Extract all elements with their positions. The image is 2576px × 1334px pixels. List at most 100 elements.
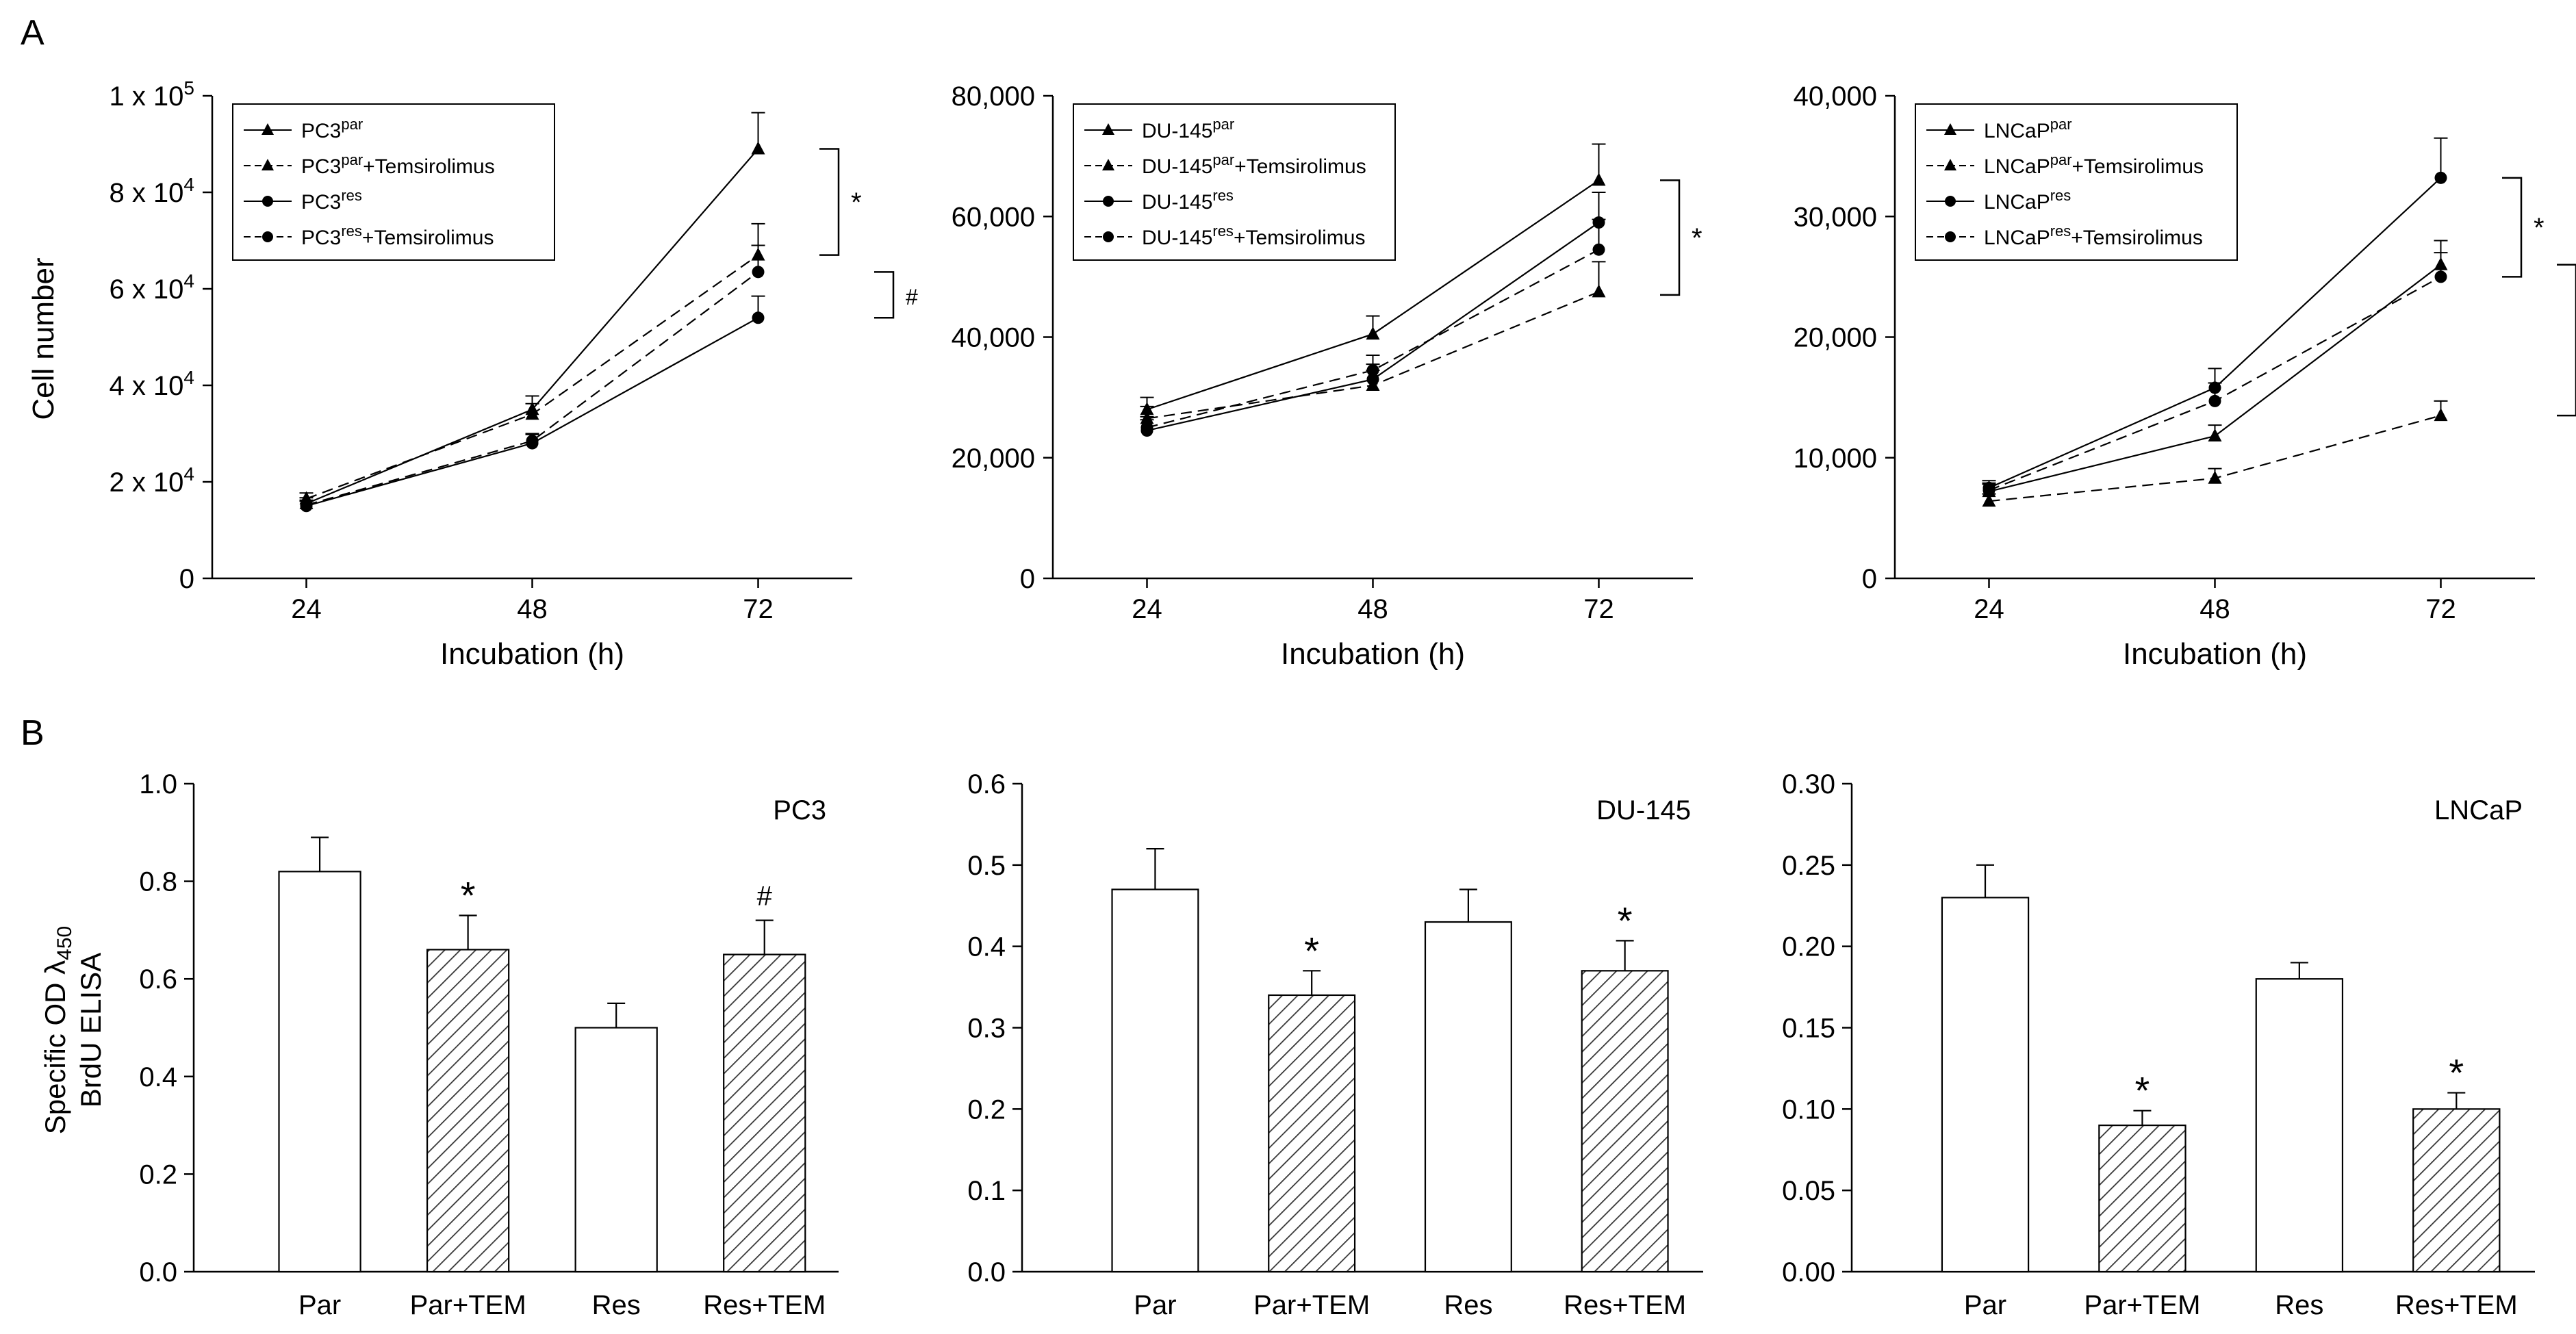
legend-marker-triangle [1102,159,1114,170]
legend-entry-suffix: +Temsirolimus [2071,227,2203,249]
y-tick-label: 0.4 [139,1062,177,1092]
panel-b-ylabel-line2: BrdU ELISA [75,953,107,1107]
significance-label: * [461,874,476,917]
legend-entry-base: PC3 [301,227,341,249]
y-tick-label: 80,000 [952,81,1035,112]
legend-entry-sup: res [341,187,362,204]
y-tick-mantissa: 40,000 [952,323,1035,353]
y-tick-label: 0 [1020,564,1035,594]
y-tick-mantissa: 10,000 [1794,444,1877,474]
y-tick-label: 0.25 [1782,851,1835,881]
y-tick-label: 8 x 104 [109,174,194,208]
y-tick-label: 0.10 [1782,1094,1835,1125]
y-tick-label: 30,000 [1794,202,1877,232]
legend-entry-sup: par [1212,116,1234,133]
legend-entry-sup: par [2050,151,2072,168]
legend-entry-sup: par [341,116,363,133]
x-tick-label: 24 [291,594,322,624]
legend-entry: LNCaPpar [1984,116,2072,142]
ylabel-text: Specific OD λ [39,960,71,1134]
legend-entry-sup: res [1212,222,1234,240]
significance-label: * [1304,929,1319,972]
y-tick-label: 0.8 [139,867,177,897]
y-tick-mantissa: 2 x 10 [109,467,183,498]
legend-marker-circle [1103,231,1114,242]
x-axis-title: Incubation (h) [1281,637,1465,671]
x-tick-label: Par [298,1290,341,1320]
y-tick-label: 0.2 [139,1159,177,1190]
chart-title: DU-145 [1596,795,1691,825]
chart-title: PC3 [773,795,826,825]
x-tick-label: Par [1964,1290,2006,1320]
legend-entry: PC3res [301,187,362,214]
significance-bracket [2502,177,2523,278]
x-tick-label: Res+TEM [703,1290,826,1320]
y-tick-exponent: 4 [183,463,194,485]
significance-label: # [906,285,918,309]
x-tick-label: 48 [1357,594,1388,624]
legend-marker-circle [1945,231,1956,242]
y-tick-label: 1.0 [139,769,177,799]
bar-hatched [723,953,806,1273]
y-tick-label: 2 x 104 [109,463,194,498]
data-point-triangle [525,407,539,420]
panel-b-ylabel-line1: Specific OD λ450 [39,926,76,1134]
y-tick-mantissa: 80,000 [952,81,1035,112]
legend-entry-base: LNCaP [1984,227,2050,249]
legend-entry-sup: par [1212,151,1234,168]
y-tick-mantissa: 0 [1020,564,1035,594]
data-point-circle [300,498,313,511]
y-tick-label: 0.30 [1782,769,1835,799]
legend-marker-triangle [262,159,274,170]
legend-entry: DU-145res+Temsirolimus [1142,222,1365,249]
ylabel-subscript: 450 [53,926,76,960]
data-point-circle [2434,171,2447,184]
y-tick-mantissa: 20,000 [1794,323,1877,353]
significance-bracket [1660,179,1681,296]
x-tick-label: 48 [2199,594,2230,624]
x-tick-label: Res [592,1290,641,1320]
legend-entry-sup: res [1212,187,1234,204]
y-tick-label: 4 x 104 [109,367,194,401]
y-tick-label: 0 [1862,564,1877,594]
x-tick-label: 24 [1132,594,1162,624]
x-axis-title: Incubation (h) [440,637,624,671]
y-tick-label: 0.05 [1782,1176,1835,1206]
y-tick-mantissa: 0 [1862,564,1877,594]
legend-entry-base: PC3 [301,155,341,178]
y-tick-label: 0.2 [967,1094,1006,1125]
legend-entry: DU-145par+Temsirolimus [1142,151,1366,178]
panel-a-ylabel: Cell number [27,257,60,420]
legend-entry-base: LNCaP [1984,120,2050,142]
legend-entry: LNCaPres+Temsirolimus [1984,222,2203,249]
y-tick-mantissa: 6 x 10 [109,274,183,305]
legend-entry-sup: res [2050,222,2071,240]
data-point-triangle [2208,470,2222,484]
legend-entry: DU-145res [1142,187,1234,214]
legend-marker-triangle [1944,123,1956,135]
legend-entry-suffix: +Temsirolimus [2072,155,2204,178]
data-point-triangle [1366,326,1380,340]
y-tick-mantissa: 8 x 10 [109,178,183,208]
x-tick-label: 72 [2425,594,2456,624]
y-tick-label: 0.6 [139,964,177,995]
y-tick-label: 40,000 [952,323,1035,353]
y-tick-mantissa: 4 x 10 [109,371,183,401]
data-point-triangle [2434,408,2448,422]
chart-title: LNCaP [2434,795,2523,825]
significance-label: * [2449,1051,2464,1094]
significance-bracket [2557,264,2576,417]
y-tick-exponent: 4 [183,367,194,388]
legend-entry-sup: par [341,151,363,168]
y-tick-mantissa: 0 [179,564,194,594]
y-tick-label: 0.00 [1782,1257,1835,1287]
panel-b-letter: B [21,713,44,753]
significance-label: * [1618,899,1633,942]
legend-entry: LNCaPpar+Temsirolimus [1984,151,2204,178]
data-point-circle [1140,421,1153,434]
y-tick-label: 0.3 [967,1014,1006,1044]
y-tick-exponent: 4 [183,174,194,195]
x-tick-label: Res [2275,1290,2323,1320]
x-tick-label: 72 [743,594,774,624]
